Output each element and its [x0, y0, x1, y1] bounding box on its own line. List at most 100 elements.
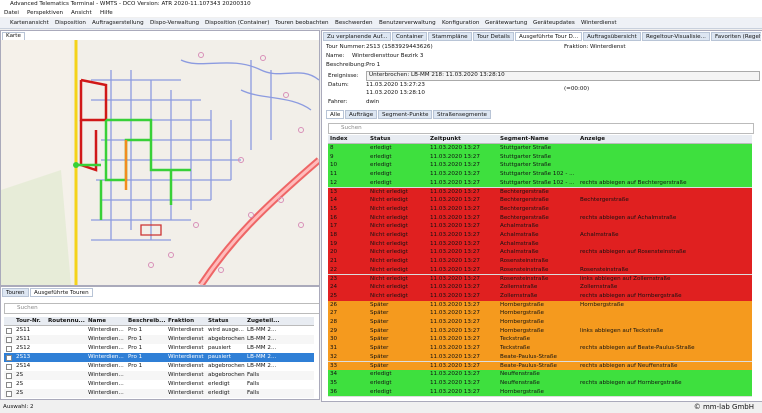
event-dropdown[interactable]: Unterbrochen: LB-MM 218: 11.03.2020 13:2… — [366, 71, 760, 81]
tab[interactable]: Regeltour-Visualisie... — [642, 32, 710, 41]
table-cell: 11.03.2020 13:27 — [430, 179, 480, 186]
table-cell — [578, 170, 752, 179]
menu-item[interactable]: Hilfe — [100, 10, 113, 16]
tab[interactable]: Ausgeführte Tour D... — [515, 32, 583, 41]
toolbar-button[interactable]: Geräteupdates — [533, 20, 575, 26]
tab[interactable]: Alle — [326, 110, 345, 119]
table-cell: 8 — [330, 145, 334, 151]
tours-panel: Touren Ausgeführte Touren Suchen Tour-Nr.… — [0, 286, 320, 400]
table-cell: 2S — [16, 381, 24, 387]
table-cell: Nicht erledigt — [370, 292, 408, 299]
toolbar-button[interactable]: Winterdienst — [581, 20, 617, 26]
table-cell: 33 — [330, 362, 338, 369]
table-cell: Hornbergstraße — [500, 319, 544, 325]
table-cell — [578, 240, 752, 249]
table-cell: erledigt — [370, 171, 392, 178]
table-cell: 2S — [16, 372, 24, 378]
table-cell: Pro 1 — [128, 363, 143, 369]
toolbar-button[interactable]: Konfiguration — [442, 20, 480, 26]
table-cell: LB-MM 2... — [247, 327, 277, 333]
checkbox[interactable] — [6, 337, 12, 343]
toolbar-button[interactable]: Kartenansicht — [10, 20, 49, 26]
checkbox[interactable] — [6, 364, 12, 370]
table-cell: links abbiegen auf Zollernstraße — [580, 275, 671, 282]
table-cell — [578, 144, 752, 153]
table-cell: links abbiegen auf Teckstraße — [580, 327, 664, 334]
table-cell: 17 — [330, 223, 338, 230]
toolbar-button[interactable]: Auftragserstellung — [92, 20, 144, 26]
table-row[interactable]: 2S Winterdien... Winterdienst erledigt Falls — [4, 389, 314, 398]
map — [1, 40, 319, 285]
label: Fahrer: — [328, 99, 348, 105]
table-cell: 11.03.2020 13:27 — [430, 258, 480, 265]
search-field[interactable]: Suchen — [328, 123, 754, 134]
table-cell: Stuttgarter Straße 102 - ... — [500, 179, 575, 186]
table-cell: erledigt — [370, 371, 392, 378]
toolbar-button[interactable]: Disposition (Container) — [205, 20, 270, 26]
table-cell: Nicht erledigt — [370, 284, 408, 291]
tab[interactable]: Zu verplanende Auf... — [323, 32, 392, 41]
tab[interactable]: Straßensegmente — [433, 110, 491, 119]
table-cell: Neuffenstraße — [500, 371, 540, 378]
value: Winterdienst — [590, 44, 626, 50]
toolbar-button[interactable]: Beschwerden — [335, 20, 373, 26]
toolbar-button[interactable]: Disposition — [55, 20, 86, 26]
tab[interactable]: Container — [392, 32, 428, 41]
toolbar-button[interactable]: Touren beobachten — [275, 20, 329, 26]
table-cell: Stuttgarter Straße — [500, 162, 552, 169]
checkbox[interactable] — [6, 391, 12, 397]
label: Datum: — [328, 82, 349, 88]
tab[interactable]: Favoriten (Regeltou... — [711, 32, 761, 41]
table-cell: Nicht erledigt — [370, 240, 408, 247]
table-cell: Hornbergstraße — [580, 301, 624, 308]
table-cell: Winterdien... — [88, 354, 124, 360]
table-cell: Später — [370, 353, 389, 360]
toolbar-button[interactable]: Gerätewartung — [485, 20, 528, 26]
table-cell: 13 — [330, 188, 338, 195]
toolbar-button[interactable]: Benutzerverwaltung — [379, 20, 436, 26]
table-cell: 24 — [330, 284, 338, 291]
table-body: 2S11 Winterdien... Pro 1 Winterdienst wird a… — [4, 326, 314, 398]
checkbox[interactable] — [6, 346, 12, 352]
table-cell: Bechtergerstraße — [580, 197, 629, 204]
checkbox[interactable] — [6, 355, 12, 361]
table-cell: Winterdien... — [88, 327, 124, 333]
menu-item[interactable]: Datei — [4, 10, 19, 16]
table-cell: 2S11 — [16, 327, 31, 333]
table-cell: Beate-Paulus-Straße — [500, 353, 557, 360]
tab[interactable]: Touren — [2, 288, 29, 297]
table-cell: LB-MM 2... — [247, 345, 277, 351]
tab[interactable]: Auftragsübersicht — [583, 32, 641, 41]
menu-item[interactable]: Ansicht — [71, 10, 92, 16]
table-row[interactable]: 36 erledigt 11.03.2020 13:27 Hornbergstraße — [328, 387, 752, 398]
toolbar-button[interactable]: Dispo-Verwaltung — [150, 20, 200, 26]
search-field[interactable]: Suchen — [4, 303, 319, 314]
table-cell — [578, 388, 752, 397]
table-cell: 11.03.2020 13:27 — [430, 336, 480, 343]
table-cell: 12 — [330, 179, 338, 186]
tab[interactable]: Stammpläne — [428, 32, 472, 41]
checkbox[interactable] — [6, 328, 12, 334]
tab[interactable]: Segment-Punkte — [378, 110, 433, 119]
table-header: Tour-Nr. Routennu... Name Beschreib... Frakt… — [4, 317, 314, 326]
tab[interactable]: Ausgeführte Touren — [30, 288, 93, 297]
table-cell: 35 — [330, 379, 338, 386]
checkbox[interactable] — [6, 382, 12, 388]
toolbar: Kartenansicht Disposition Auftragserstellu… — [0, 18, 762, 29]
table-cell — [46, 353, 86, 362]
table-cell: 15 — [330, 205, 338, 212]
table-cell: 29 — [330, 327, 338, 334]
table-cell: 2S — [16, 390, 24, 396]
value: Winterdiensttour Bezirk 3 — [352, 53, 424, 59]
table-cell: rechts abbiegen auf Bechtergerstraße — [580, 179, 687, 186]
table-cell — [578, 205, 752, 214]
table-cell: 11.03.2020 13:27 — [430, 223, 480, 230]
table-cell: 11 — [330, 171, 338, 178]
menu-item[interactable]: Perspektiven — [27, 10, 64, 16]
checkbox[interactable] — [6, 373, 12, 379]
tab[interactable]: Tour Details — [473, 32, 514, 41]
table-cell: Winterdienst — [168, 363, 204, 369]
table-cell: 11.03.2020 13:27 — [430, 371, 480, 378]
table-cell: Winterdien... — [88, 336, 124, 342]
tab[interactable]: Aufträge — [345, 110, 378, 119]
